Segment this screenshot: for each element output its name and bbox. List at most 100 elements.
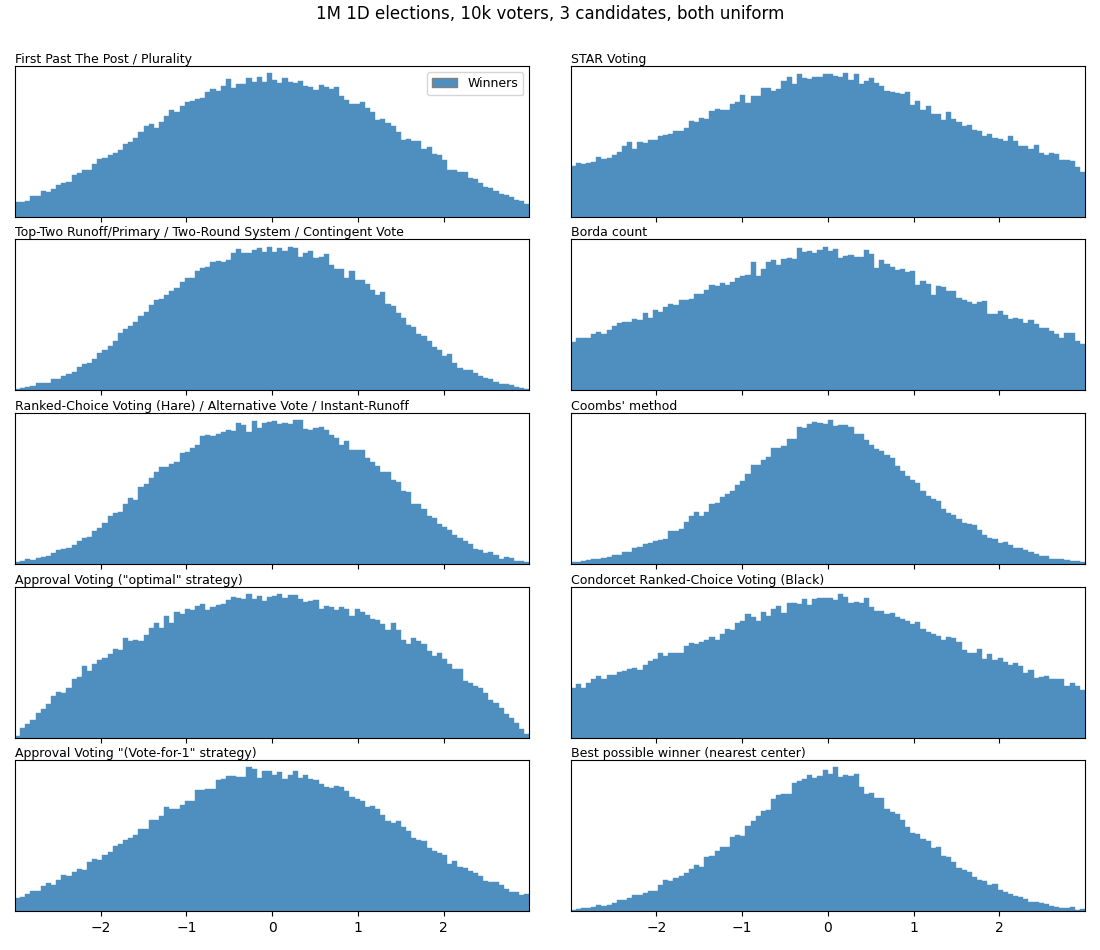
Bar [879,798,884,911]
Bar [684,522,689,564]
Bar [411,838,416,911]
Bar [35,384,41,390]
Bar [921,491,925,564]
Bar [813,778,817,911]
Bar [381,292,385,390]
Bar [462,867,468,911]
Bar [314,600,319,737]
Bar [813,253,817,390]
Bar [458,669,462,737]
Bar [1034,678,1038,737]
Bar [473,549,478,564]
Bar [256,77,262,217]
Bar [148,820,154,911]
Bar [46,193,51,217]
Bar [844,73,848,217]
Bar [700,294,704,390]
Bar [673,531,679,564]
Bar [766,616,771,737]
Bar [400,640,406,737]
Bar [206,92,210,217]
Bar [431,347,437,390]
Bar [884,614,890,737]
Bar [971,525,977,564]
Bar [756,466,761,564]
Bar [108,346,112,390]
Text: First Past The Post / Plurality: First Past The Post / Plurality [15,53,192,66]
Bar [627,669,632,737]
Bar [31,720,35,737]
Bar [308,779,314,911]
Bar [719,497,725,564]
Bar [967,301,971,390]
Bar [1044,556,1049,564]
Bar [283,598,287,737]
Text: 1M 1D elections, 10k voters, 3 candidates, both uniform: 1M 1D elections, 10k voters, 3 candidate… [316,5,784,23]
Bar [658,136,663,217]
Bar [56,692,62,737]
Bar [632,319,638,390]
Bar [25,894,31,911]
Bar [216,780,221,911]
Bar [807,425,813,564]
Bar [241,777,246,911]
Bar [998,139,1003,217]
Bar [231,776,236,911]
Bar [112,153,118,217]
Bar [1028,670,1034,737]
Bar [982,301,988,390]
Bar [638,319,642,390]
Bar [421,336,427,390]
Bar [262,600,267,737]
Bar [504,558,509,564]
Bar [46,883,51,911]
Bar [967,653,971,737]
Bar [200,98,206,217]
Bar [591,560,596,564]
Bar [1013,897,1019,911]
Bar [77,677,81,737]
Bar [293,84,298,217]
Bar [360,612,365,737]
Bar [740,481,746,564]
Bar [41,191,46,217]
Bar [339,97,344,217]
Bar [1059,907,1065,911]
Bar [823,425,828,564]
Bar [431,850,437,911]
Bar [817,776,823,911]
Bar [509,198,514,217]
Bar [869,792,874,911]
Bar [750,466,756,564]
Bar [226,260,231,390]
Bar [1003,892,1008,911]
Bar [777,795,781,911]
Bar [632,895,638,911]
Text: Ranked-Choice Voting (Hare) / Alternative Vote / Instant-Runoff: Ranked-Choice Voting (Hare) / Alternativ… [15,400,409,413]
Bar [195,789,200,911]
Bar [272,80,277,217]
Bar [961,870,967,911]
Bar [519,895,525,911]
Bar [323,429,329,564]
Bar [169,809,175,911]
Bar [761,810,766,911]
Bar [375,808,381,911]
Text: Borda count: Borda count [571,226,647,239]
Bar [458,368,462,390]
Bar [796,248,802,390]
Bar [1003,141,1008,217]
Bar [581,561,586,564]
Bar [354,799,360,911]
Bar [946,112,952,217]
Bar [20,729,25,737]
Bar [97,353,102,390]
Bar [427,848,431,911]
Bar [915,285,921,390]
Bar [1038,556,1044,564]
Bar [575,163,581,217]
Bar [796,427,802,564]
Bar [864,251,869,390]
Bar [344,609,350,737]
Bar [1059,679,1065,737]
